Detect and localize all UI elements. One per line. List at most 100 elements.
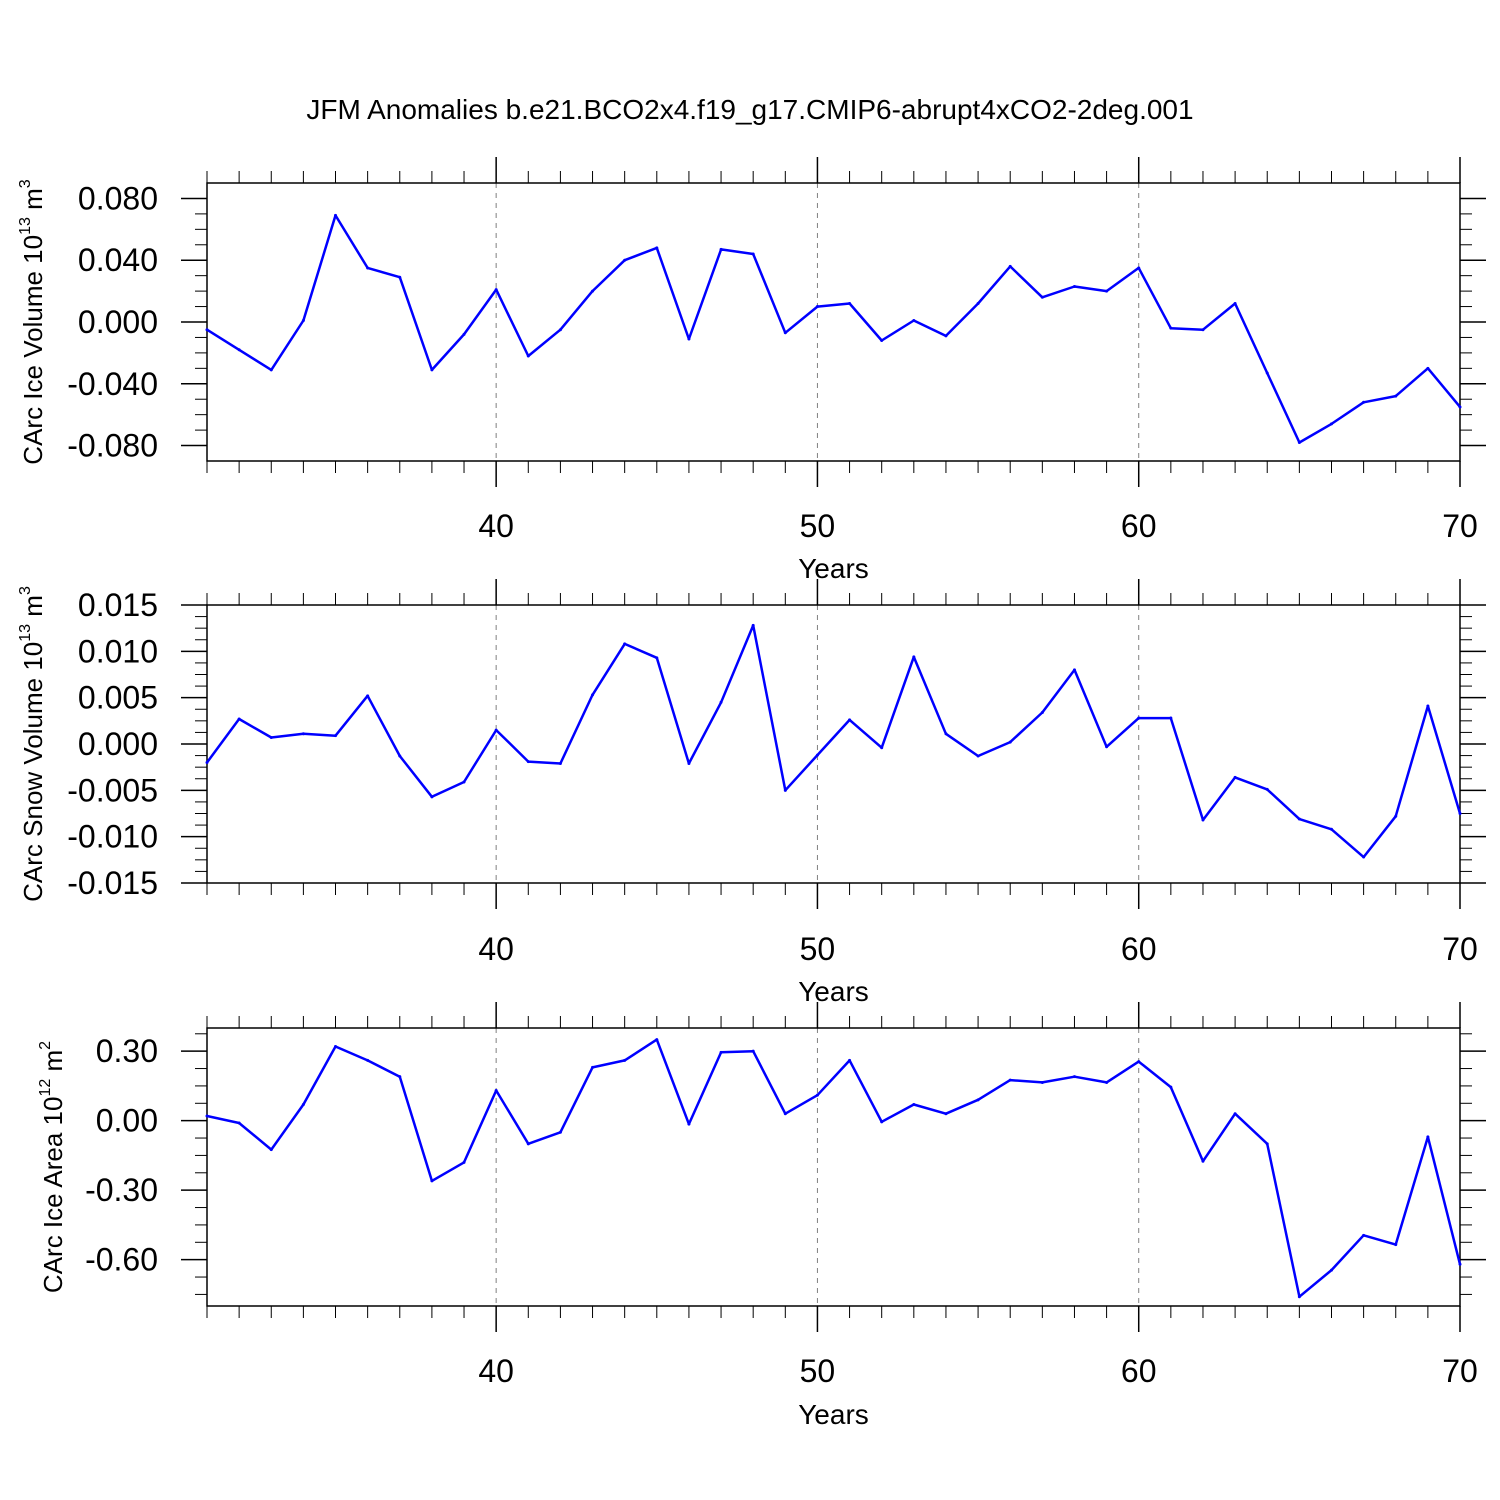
data-point	[366, 1058, 370, 1062]
data-point	[623, 642, 627, 646]
data-point	[494, 1089, 498, 1093]
data-point	[944, 732, 948, 736]
y-tick-label: 0.080	[78, 180, 158, 216]
x-tick-label: 40	[478, 508, 514, 544]
data-point	[815, 753, 819, 757]
data-point	[1105, 289, 1109, 293]
data-point	[655, 1038, 659, 1042]
x-axis-label: Years	[798, 976, 869, 1007]
plot-frame	[206, 1027, 1461, 1307]
y-tick-label: 0.00	[96, 1103, 158, 1139]
x-tick-label: 60	[1121, 1353, 1157, 1389]
data-point	[687, 337, 691, 341]
data-point	[1072, 1075, 1076, 1079]
data-point	[1233, 775, 1237, 779]
data-point	[462, 1160, 466, 1164]
data-point	[1137, 1060, 1141, 1064]
data-point	[591, 693, 595, 697]
data-point	[1426, 1135, 1430, 1139]
data-point	[237, 717, 241, 721]
data-point	[1362, 855, 1366, 859]
data-point	[558, 328, 562, 332]
data-point	[655, 656, 659, 660]
data-point	[880, 339, 884, 343]
series-line	[206, 214, 1461, 444]
panel-ice-volume: 40 50 60 70 0.080 0.040 0.000 -0.040 -0.080 Years…	[17, 157, 1486, 584]
data-point	[1394, 394, 1398, 398]
data-point	[1072, 284, 1076, 288]
data-point	[494, 288, 498, 292]
data-point	[623, 258, 627, 262]
data-point	[237, 348, 241, 352]
data-point	[269, 1148, 273, 1152]
data-point	[751, 623, 755, 627]
data-point	[1169, 326, 1173, 330]
data-point	[1458, 405, 1462, 409]
data-point	[751, 1049, 755, 1053]
data-point	[1297, 817, 1301, 821]
x-tick-label: 70	[1442, 931, 1478, 967]
data-point	[944, 1112, 948, 1116]
data-point	[591, 1065, 595, 1069]
data-point	[334, 734, 338, 738]
y-axis-label: CArc Ice Volume 1013 m3	[17, 179, 48, 464]
y-tick-label: 0.30	[96, 1033, 158, 1069]
data-point	[269, 736, 273, 740]
data-point	[1169, 1085, 1173, 1089]
data-point	[1297, 1295, 1301, 1299]
data-point	[494, 728, 498, 732]
data-point	[1265, 371, 1269, 375]
data-point	[687, 1122, 691, 1126]
data-point	[783, 1112, 787, 1116]
x-tick-label: 60	[1121, 931, 1157, 967]
data-point	[1040, 295, 1044, 299]
data-point	[462, 780, 466, 784]
y-tick-label: -0.005	[67, 772, 158, 808]
data-point	[1329, 422, 1333, 426]
data-point	[880, 1120, 884, 1124]
data-point	[1040, 710, 1044, 714]
data-point	[1137, 716, 1141, 720]
y-tick-label: 0.010	[78, 633, 158, 669]
data-point	[1233, 1112, 1237, 1116]
data-point	[301, 318, 305, 322]
y-tick-label: -0.60	[85, 1242, 158, 1278]
data-point	[1426, 704, 1430, 708]
data-point	[751, 252, 755, 256]
data-point	[398, 1075, 402, 1079]
y-tick-label: 0.005	[78, 680, 158, 716]
x-tick-label: 70	[1442, 508, 1478, 544]
data-point	[623, 1058, 627, 1062]
data-point	[976, 754, 980, 758]
data-point	[558, 761, 562, 765]
data-point	[430, 795, 434, 799]
data-point	[976, 1098, 980, 1102]
data-point	[301, 1102, 305, 1106]
panel-snow-volume: 40 50 60 70 0.015 0.010 0.005 0.000 -0.005 -0.010…	[17, 579, 1486, 1007]
figure-title: JFM Anomalies b.e21.BCO2x4.f19_g17.CMIP6…	[306, 94, 1193, 125]
data-point	[1426, 366, 1430, 370]
data-point	[976, 301, 980, 305]
x-tick-label: 40	[478, 1353, 514, 1389]
data-point	[334, 1045, 338, 1049]
data-point	[1233, 301, 1237, 305]
data-point	[912, 1102, 916, 1106]
data-point	[205, 761, 209, 765]
data-point	[1008, 1078, 1012, 1082]
x-tick-label: 70	[1442, 1353, 1478, 1389]
data-point	[1201, 1159, 1205, 1163]
data-point	[398, 754, 402, 758]
panels: 40 50 60 70 0.080 0.040 0.000 -0.040 -0.080 Years…	[17, 157, 1486, 1430]
data-point	[1265, 1142, 1269, 1146]
data-point	[1201, 328, 1205, 332]
x-tick-label: 40	[478, 931, 514, 967]
y-tick-label: -0.040	[67, 366, 158, 402]
x-tick-label: 50	[800, 931, 836, 967]
data-point	[1072, 668, 1076, 672]
data-point	[591, 289, 595, 293]
data-point	[848, 718, 852, 722]
y-tick-label: -0.010	[67, 819, 158, 855]
data-point	[1362, 1233, 1366, 1237]
data-point	[944, 334, 948, 338]
